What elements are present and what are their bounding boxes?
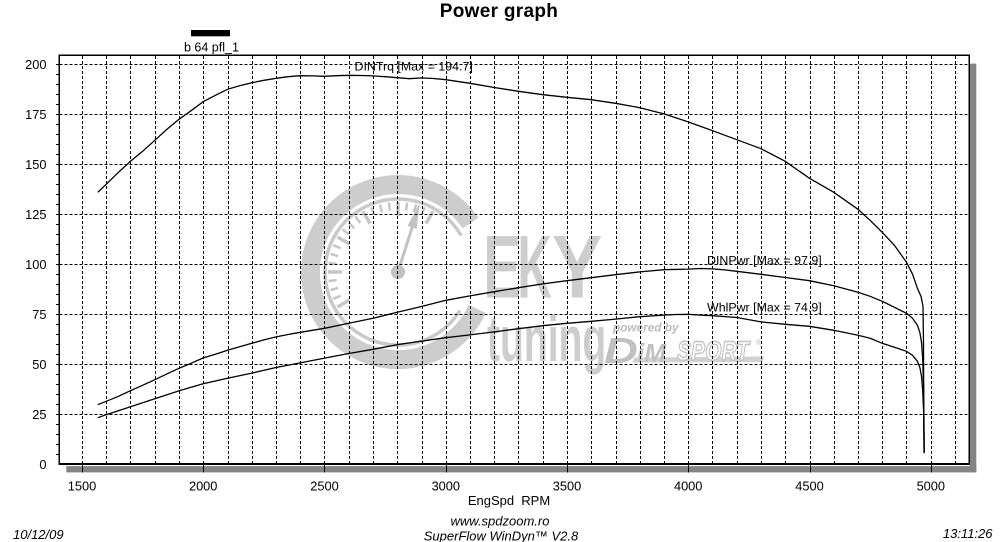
svg-text:K: K [518,217,552,317]
svg-text:tuning: tuning [487,304,606,375]
svg-text:150: 150 [25,157,46,172]
svg-text:EngSpd RPM: EngSpd RPM [468,493,550,508]
svg-text:125: 125 [25,207,46,222]
svg-text:25: 25 [32,407,46,422]
svg-text:2000: 2000 [189,479,217,494]
svg-text:5000: 5000 [917,479,945,494]
svg-text:75: 75 [32,307,46,322]
svg-text:50: 50 [32,357,46,372]
svg-text:2500: 2500 [310,479,338,494]
svg-text:b 64 pfl_1: b 64 pfl_1 [184,41,239,55]
svg-text:DINTrq [Max = 194.7]: DINTrq [Max = 194.7] [355,60,473,74]
svg-text:3500: 3500 [553,479,581,494]
svg-text:Power graph: Power graph [440,1,558,22]
svg-text:Y: Y [552,216,602,316]
svg-text:13:11:26: 13:11:26 [943,526,993,541]
svg-text:powered by: powered by [612,321,680,335]
svg-text:®: ® [756,338,762,347]
svg-text:10/12/09: 10/12/09 [13,527,64,542]
svg-text:3000: 3000 [432,479,460,494]
svg-text:DINPwr [Max = 97.9]: DINPwr [Max = 97.9] [707,254,822,268]
svg-text:1500: 1500 [68,479,96,494]
svg-text:4500: 4500 [795,479,823,494]
svg-text:200: 200 [25,57,46,72]
svg-text:iM: iM [637,338,667,368]
svg-text:100: 100 [25,257,46,272]
svg-text:E: E [483,216,521,316]
svg-text:4000: 4000 [674,479,702,494]
svg-text:WhlPwr [Max = 74.9]: WhlPwr [Max = 74.9] [707,301,822,315]
svg-text:0: 0 [39,457,46,472]
svg-text:www.spdzoom.ro: www.spdzoom.ro [451,514,550,529]
svg-text:SuperFlow WinDyn™ V2.8: SuperFlow WinDyn™ V2.8 [424,529,579,542]
svg-text:175: 175 [25,107,46,122]
